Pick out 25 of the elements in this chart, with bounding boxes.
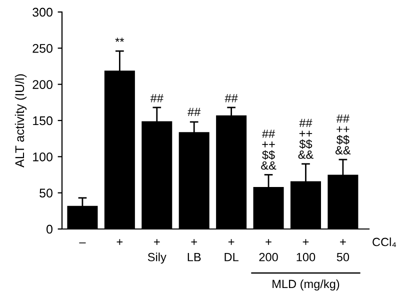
x-tick-label: + LB <box>188 239 201 262</box>
x-tick-label: + 100 <box>296 239 316 262</box>
y-tick-label: 200 <box>32 80 52 89</box>
annotation: ## <box>150 94 164 102</box>
x-tick-label: + 50 <box>336 239 350 262</box>
x-tick-label: + 200 <box>259 239 278 262</box>
x-tick-label: + DL <box>224 239 238 262</box>
annotation: ## ++ $$ && <box>261 130 276 170</box>
text: CCl₄ <box>372 237 396 248</box>
y-axis-title: ALT activity (IU/l) <box>14 74 27 168</box>
annotation: ## <box>224 94 238 102</box>
annotation: ## ++ $$ && <box>298 118 314 159</box>
y-tick-label: 150 <box>33 116 52 126</box>
x-tick-label: + <box>116 239 123 245</box>
y-tick-label: 300 <box>32 8 52 17</box>
y-tick-label: 100 <box>33 152 52 162</box>
annotation: ** <box>115 38 124 42</box>
x-tick-label: – <box>79 242 86 244</box>
y-tick-label: 250 <box>32 44 52 53</box>
y-tick-label: 0 <box>46 224 52 234</box>
annotation: ## ++ $$ && <box>335 114 351 154</box>
y-tick-label: 50 <box>40 188 52 198</box>
annotation: ## <box>188 108 201 116</box>
x-tick-label: + Sily <box>148 239 166 264</box>
text: MLD (mg/kg) <box>272 279 340 291</box>
